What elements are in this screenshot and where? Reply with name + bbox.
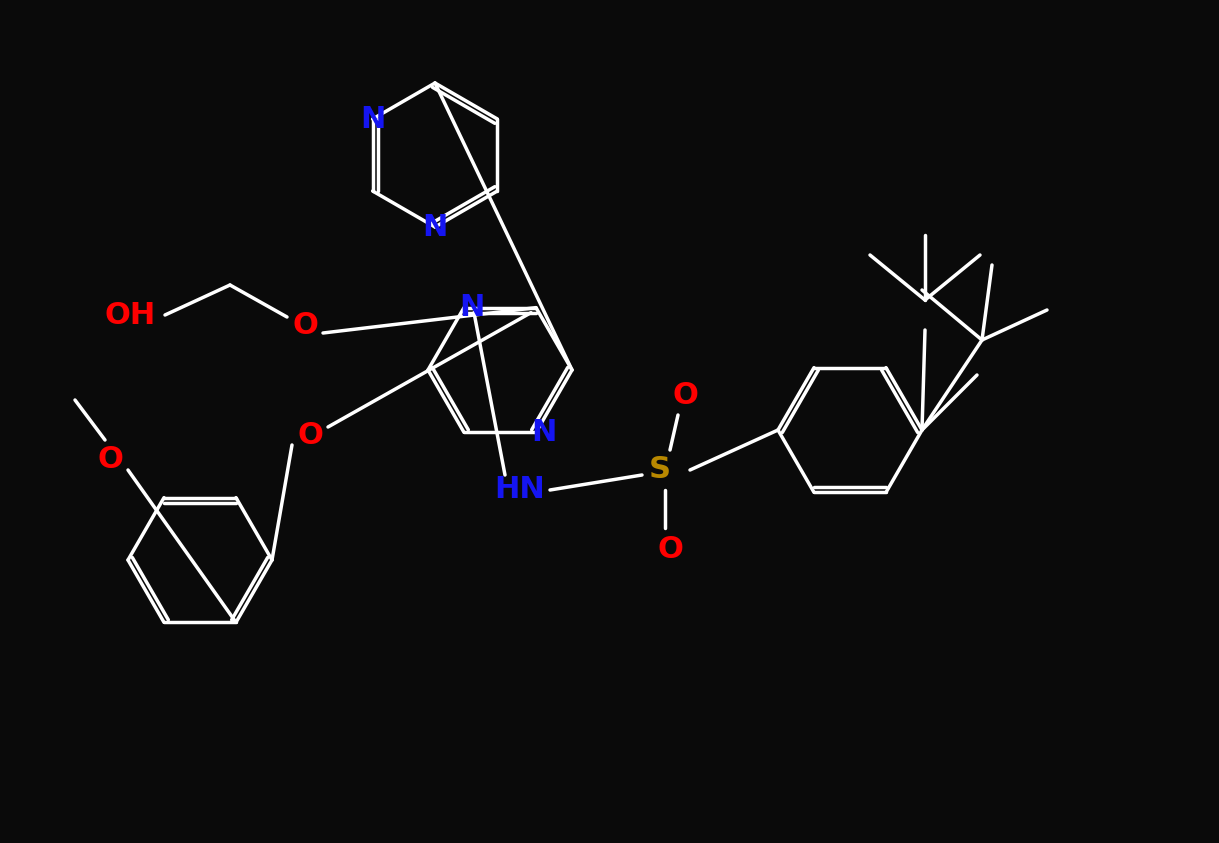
Text: O: O [293, 310, 318, 340]
Text: S: S [649, 455, 670, 485]
Text: OH: OH [105, 300, 156, 330]
Text: O: O [297, 421, 323, 449]
Text: N: N [422, 212, 447, 241]
Text: N: N [460, 293, 485, 322]
Text: O: O [98, 445, 123, 475]
Text: HN: HN [495, 475, 545, 504]
Text: N: N [531, 418, 557, 447]
Text: O: O [657, 535, 683, 565]
Text: N: N [360, 105, 385, 133]
Text: O: O [672, 380, 698, 410]
